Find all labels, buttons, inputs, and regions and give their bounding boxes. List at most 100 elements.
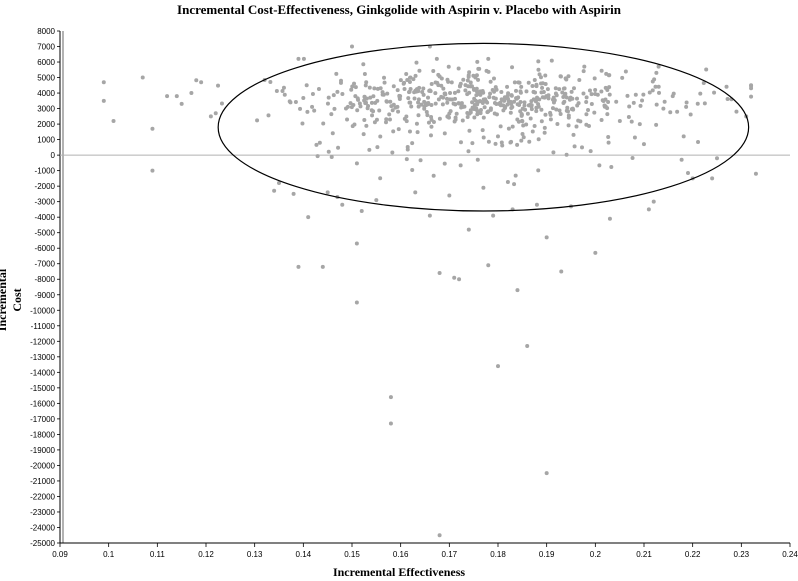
data-point: [348, 101, 353, 106]
data-point: [617, 119, 622, 124]
chart-title: Incremental Cost-Effectiveness, Ginkgoli…: [177, 2, 621, 17]
data-point: [366, 104, 371, 109]
data-point: [588, 149, 593, 154]
data-point: [416, 100, 421, 105]
data-point: [589, 92, 594, 97]
x-tick-label: 0.23: [734, 550, 750, 559]
data-point: [458, 163, 463, 168]
y-tick-label: 4000: [37, 89, 55, 98]
data-point: [375, 98, 380, 103]
data-point: [696, 139, 701, 144]
data-point: [216, 83, 221, 88]
data-point: [352, 81, 357, 86]
data-point: [480, 89, 485, 94]
data-point: [662, 99, 667, 104]
data-point: [549, 58, 554, 63]
data-point: [593, 91, 598, 96]
data-point: [461, 104, 466, 109]
data-point: [456, 101, 461, 106]
data-point: [558, 112, 563, 117]
data-point: [710, 176, 715, 181]
data-point: [548, 110, 553, 115]
y-tick-label: -10000: [30, 306, 55, 315]
data-point: [516, 80, 521, 85]
data-point: [553, 86, 558, 91]
confidence-ellipse-shape: [217, 42, 750, 212]
data-point: [478, 110, 483, 115]
data-point: [478, 92, 483, 97]
x-tick-label: 0.17: [442, 550, 458, 559]
data-point: [510, 124, 515, 129]
y-tick-label: -9000: [35, 291, 56, 300]
data-point: [684, 100, 689, 105]
y-tick-label: -19000: [30, 446, 55, 455]
data-point: [317, 140, 322, 145]
data-point: [587, 88, 592, 93]
data-point: [679, 157, 684, 162]
data-point: [101, 80, 106, 85]
data-point: [510, 104, 515, 109]
data-point: [321, 121, 326, 126]
data-point: [367, 147, 372, 152]
data-point: [266, 113, 271, 118]
data-point: [413, 190, 418, 195]
data-point: [468, 80, 473, 85]
data-point: [140, 75, 145, 80]
data-point: [519, 138, 524, 143]
data-point: [362, 72, 367, 77]
data-point: [599, 89, 604, 94]
data-point: [416, 89, 421, 94]
x-tick-label: 0.22: [685, 550, 701, 559]
data-point: [495, 134, 500, 139]
data-point: [609, 165, 614, 170]
data-point: [515, 96, 520, 101]
data-point: [407, 90, 412, 95]
data-point: [111, 118, 116, 123]
data-point: [566, 123, 571, 128]
data-point: [558, 74, 563, 79]
data-point: [382, 75, 387, 80]
data-point: [404, 157, 409, 162]
data-point: [543, 112, 548, 117]
data-point: [480, 128, 485, 133]
data-point: [536, 168, 541, 173]
x-tick-label: 0.21: [636, 550, 652, 559]
data-point: [607, 73, 612, 78]
data-point: [566, 113, 571, 118]
data-point: [429, 115, 434, 120]
data-point: [368, 95, 373, 100]
y-tick-label: -22000: [30, 492, 55, 501]
data-point: [515, 288, 520, 293]
data-point: [532, 123, 537, 128]
data-point: [603, 85, 608, 90]
data-point: [349, 105, 354, 110]
data-point: [332, 106, 337, 111]
data-point: [391, 84, 396, 89]
data-point: [551, 150, 556, 155]
data-point: [310, 104, 315, 109]
data-point: [304, 83, 309, 88]
data-point: [445, 100, 450, 105]
data-point: [408, 75, 413, 80]
data-point: [472, 103, 477, 108]
data-point: [490, 88, 495, 93]
data-point: [424, 110, 429, 115]
data-point: [472, 115, 477, 120]
data-point: [593, 87, 598, 92]
data-point: [453, 102, 458, 107]
data-point: [536, 67, 541, 72]
y-tick-label: -5000: [35, 229, 56, 238]
data-point: [345, 117, 350, 122]
data-point: [481, 185, 486, 190]
data-point: [571, 132, 576, 137]
data-point: [734, 109, 739, 114]
data-point: [429, 124, 434, 129]
y-tick-label: -24000: [30, 523, 55, 532]
data-point: [638, 103, 643, 108]
data-point: [586, 123, 591, 128]
data-point: [506, 126, 511, 131]
data-point: [353, 94, 358, 99]
data-point: [424, 103, 429, 108]
data-point: [656, 64, 661, 69]
